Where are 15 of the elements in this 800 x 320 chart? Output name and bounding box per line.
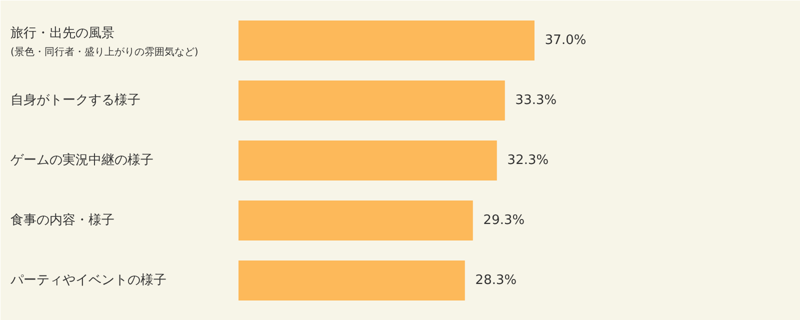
bar bbox=[238, 80, 505, 121]
data-label: 32.3% bbox=[507, 153, 549, 168]
data-label: 33.3% bbox=[515, 93, 557, 108]
bar bbox=[238, 20, 534, 61]
data-label: 29.3% bbox=[483, 212, 525, 228]
y-tick-label: 自身がトークする様子 bbox=[10, 93, 140, 108]
y-tick-label: 食事の内容・様子 bbox=[10, 212, 114, 228]
data-label: 28.3% bbox=[475, 272, 517, 288]
bar bbox=[238, 140, 497, 181]
bar bbox=[238, 260, 465, 300]
y-tick-label: パーティやイベントの様子 bbox=[10, 272, 166, 288]
y-tick-label: ゲームの実況中継の様子 bbox=[10, 152, 154, 168]
data-label: 37.0% bbox=[544, 33, 586, 48]
y-tick-label: 旅行・出先の風景 (景色・同行者・盛り上がりの雰囲気など) bbox=[10, 26, 198, 58]
bar bbox=[238, 200, 473, 240]
